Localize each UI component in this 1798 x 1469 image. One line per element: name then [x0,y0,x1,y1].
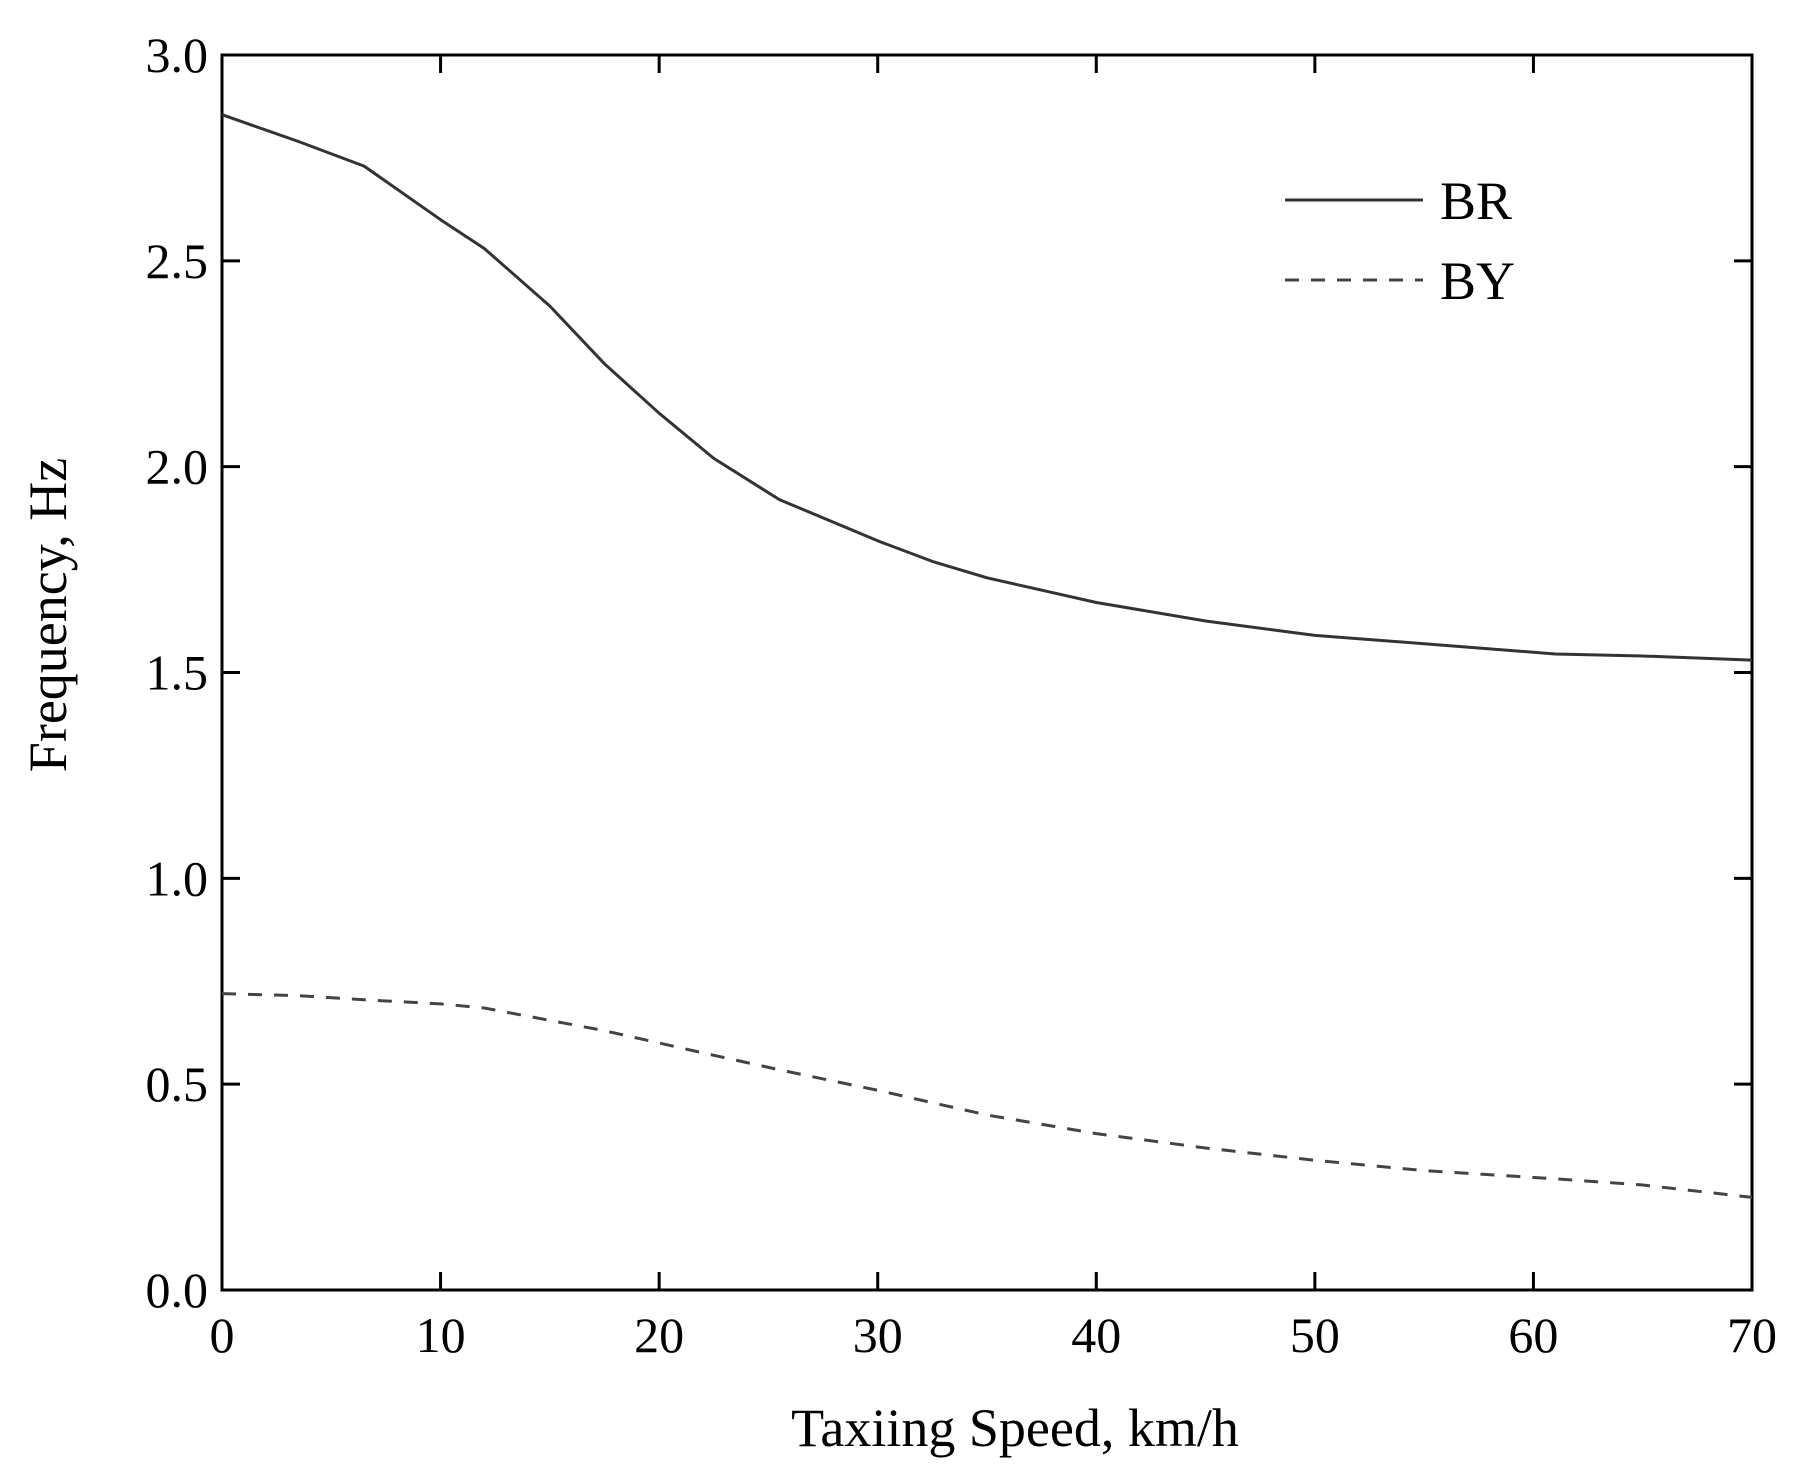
x-tick-label: 50 [1290,1307,1340,1363]
plot-area: 0 10 20 30 40 50 60 70 0.0 0.5 1.0 1.5 2.0 2.5 3.0 [146,27,1778,1363]
legend-label-br: BR [1440,171,1512,231]
x-tick-label: 10 [416,1307,466,1363]
x-axis-title: Taxiing Speed, km/h [791,1398,1239,1458]
x-tick-label: 70 [1727,1307,1777,1363]
plot-frame [220,53,1754,1292]
legend-label-by: BY [1440,251,1515,311]
x-tick-label: 0 [210,1307,235,1363]
x-tick-label: 20 [634,1307,684,1363]
series-layer [221,113,1753,1199]
y-tick-label: 0.5 [146,1056,209,1112]
y-tick-label: 1.0 [146,850,209,906]
y-tick-label: 3.0 [146,27,209,83]
series-line-br [221,113,1753,662]
y-tick-label: 1.5 [146,645,209,701]
x-tick-label: 30 [853,1307,903,1363]
legend: BR BY [1285,171,1515,311]
y-tick-label: 2.5 [146,233,209,289]
series-line-by [221,992,1753,1199]
y-tick-label: 0.0 [146,1262,209,1318]
x-tick-label: 60 [1508,1307,1558,1363]
y-axis-title: Frequency, Hz [18,458,78,772]
y-tick-label: 2.0 [146,439,209,495]
x-tick-label: 40 [1071,1307,1121,1363]
